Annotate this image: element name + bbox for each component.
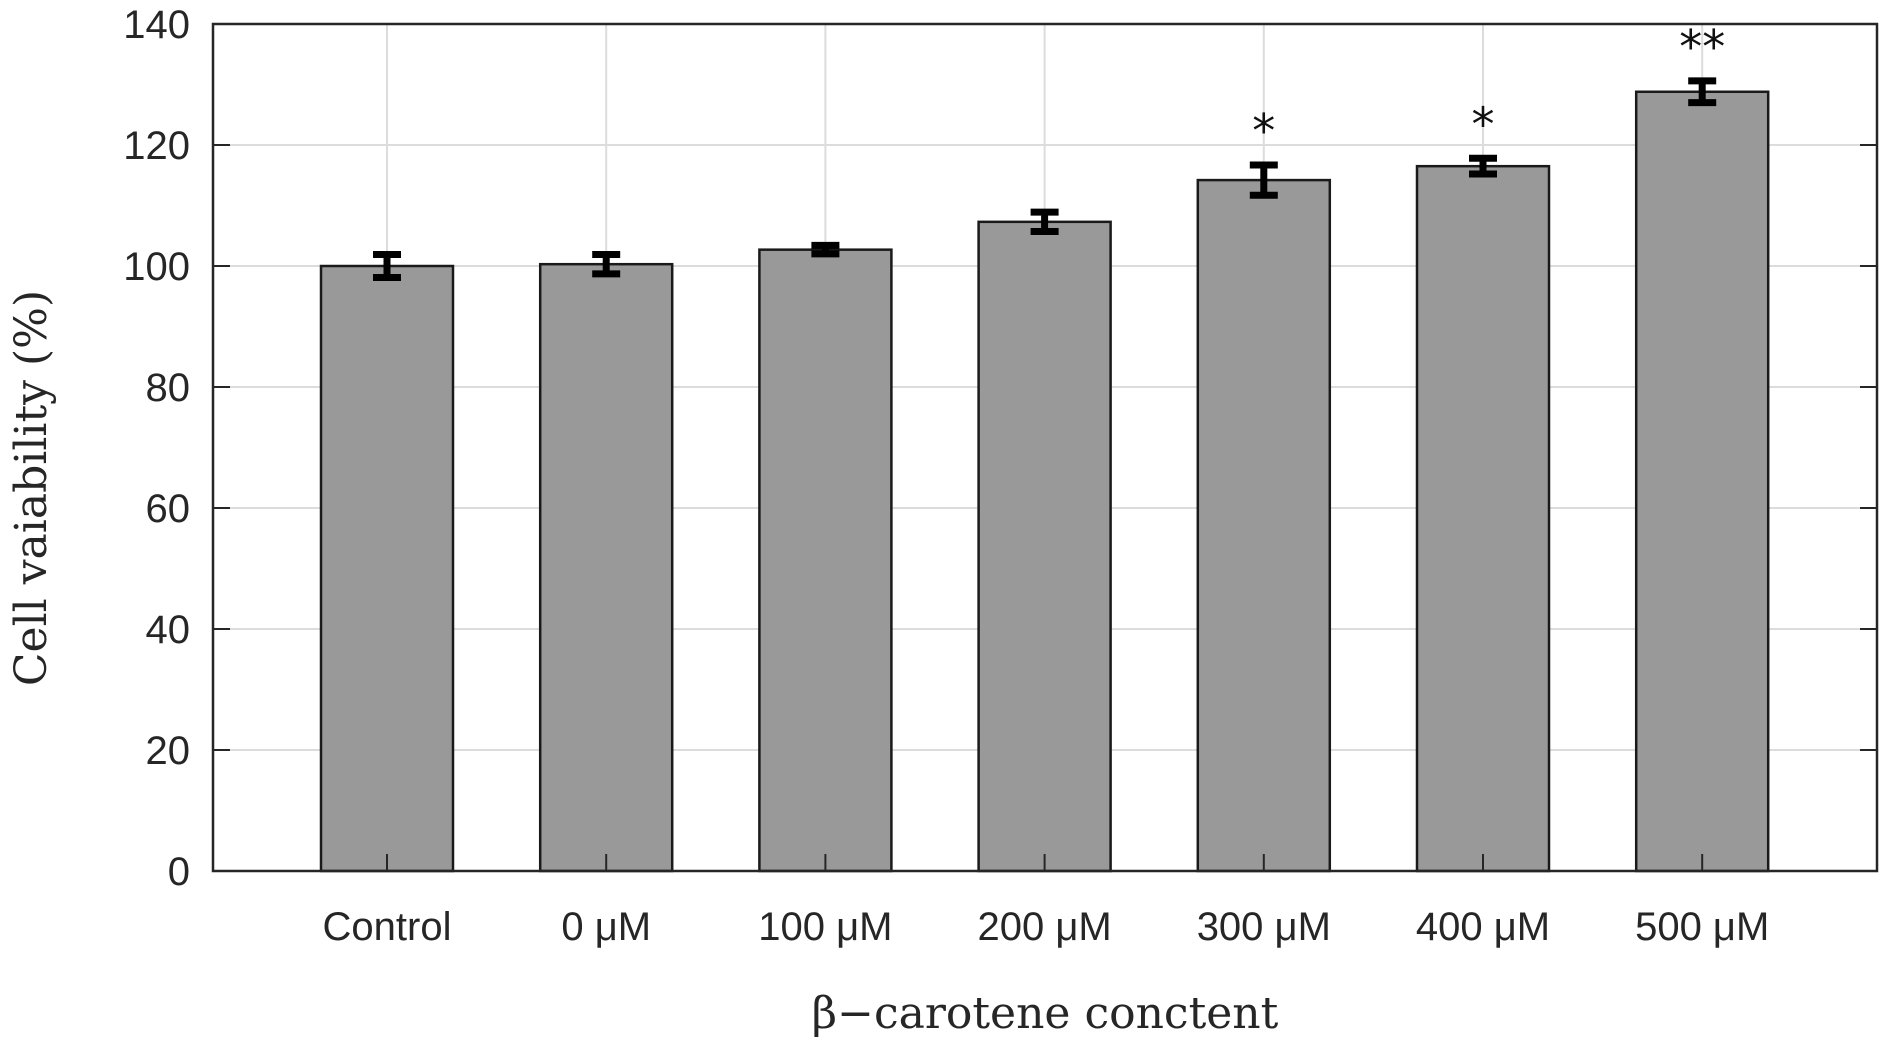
axes bbox=[211, 22, 1879, 873]
x-tick-label: 100 μM bbox=[758, 905, 892, 949]
significance-markers: * *** bbox=[1252, 20, 1725, 158]
y-tick-label: 100 bbox=[123, 245, 190, 289]
x-tick-label: 400 μM bbox=[1416, 905, 1550, 949]
bar bbox=[977, 220, 1112, 873]
error-bar bbox=[1030, 208, 1059, 236]
error-bar bbox=[1249, 161, 1278, 199]
x-tick-label: 500 μM bbox=[1635, 905, 1769, 949]
bar bbox=[1634, 90, 1770, 873]
x-tick-label: Control bbox=[323, 905, 452, 949]
error-bar bbox=[1688, 77, 1717, 107]
y-tick-label: 120 bbox=[123, 124, 190, 168]
y-axis-title: Cell vaiability (%) bbox=[6, 290, 57, 686]
bar bbox=[1196, 178, 1332, 873]
y-tick-label: 140 bbox=[123, 3, 190, 47]
x-tick-label: 300 μM bbox=[1197, 905, 1331, 949]
bar bbox=[758, 248, 893, 873]
y-tick-label: 20 bbox=[146, 729, 191, 773]
error-bar bbox=[1469, 154, 1497, 178]
significance-marker: ** bbox=[1679, 20, 1725, 74]
y-tick-label: 40 bbox=[146, 608, 191, 652]
bar bbox=[1415, 164, 1551, 873]
y-tick-label: 80 bbox=[146, 366, 191, 410]
significance-marker: * bbox=[1252, 104, 1275, 158]
bar bbox=[319, 264, 455, 873]
x-tick-labels: Control 0 μM 100 μM 200 μM 300 μM 400 μM 500 μ… bbox=[323, 905, 1770, 949]
x-axis-title: β−carotene conctent bbox=[812, 988, 1279, 1039]
error-bar bbox=[373, 251, 401, 281]
x-tick-label: 200 μM bbox=[977, 905, 1111, 949]
plot-frame bbox=[211, 22, 1879, 873]
y-tick-label: 60 bbox=[146, 487, 191, 531]
error-bar bbox=[592, 251, 621, 278]
y-tick-label: 0 bbox=[168, 850, 190, 894]
bars bbox=[319, 77, 1770, 873]
bar bbox=[538, 262, 674, 873]
x-tick-label: 0 μM bbox=[561, 905, 651, 949]
significance-marker: * bbox=[1472, 97, 1495, 151]
error-bar bbox=[811, 241, 840, 258]
y-tick-labels: 0 20 40 60 80 100 120 140 bbox=[123, 3, 190, 894]
